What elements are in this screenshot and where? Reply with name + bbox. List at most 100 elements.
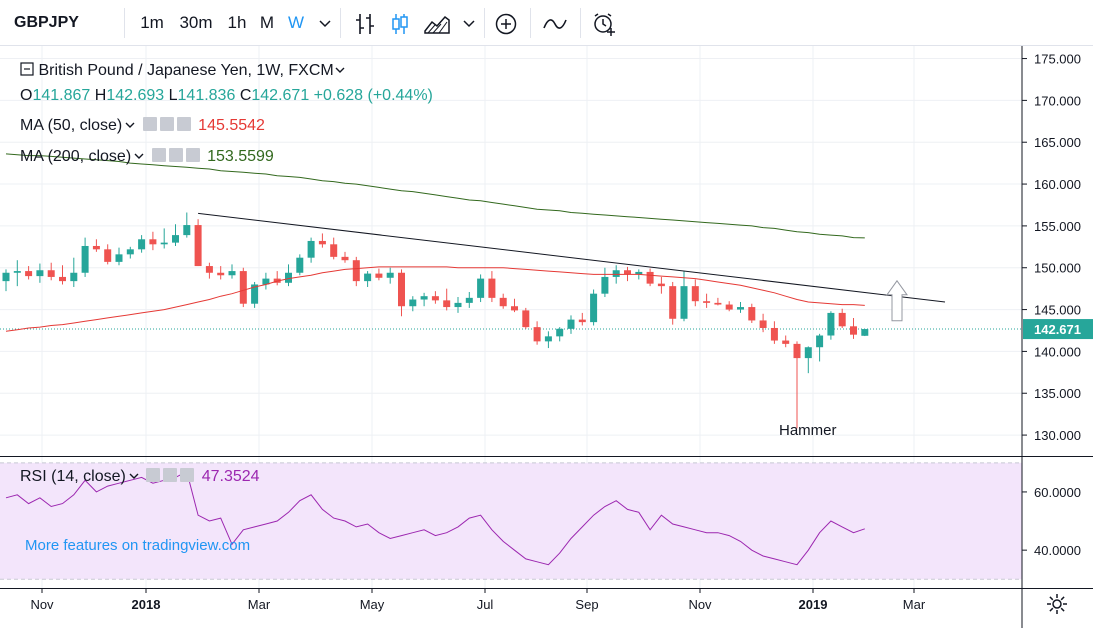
settings-icon[interactable] bbox=[163, 468, 178, 482]
time-axis[interactable]: Nov 2018 Mar May Jul Sep Nov 2019 Mar bbox=[30, 588, 926, 612]
price-tick-label: 170.000 bbox=[1034, 93, 1081, 108]
price-tick-label: 160.000 bbox=[1034, 177, 1081, 192]
candle-body bbox=[115, 254, 123, 262]
price-tick-label: 175.000 bbox=[1034, 52, 1081, 67]
candle-body bbox=[92, 245, 100, 250]
chevron-down-icon[interactable] bbox=[122, 120, 138, 130]
add-indicator-button[interactable] bbox=[490, 0, 522, 46]
candle-body bbox=[669, 286, 677, 319]
candle-body bbox=[251, 284, 259, 304]
rsi-legend[interactable]: RSI (14, close) 47.3524 bbox=[20, 468, 260, 486]
symbol-legend[interactable]: British Pound / Japanese Yen, 1W, FXCM bbox=[20, 62, 346, 80]
close-icon[interactable] bbox=[180, 468, 195, 482]
ma200-legend[interactable]: MA (200, close) 153.5599 bbox=[20, 148, 274, 166]
alert-button[interactable] bbox=[588, 0, 620, 46]
candle-body bbox=[330, 244, 338, 257]
ma50-legend[interactable]: MA (50, close) 145.5542 bbox=[20, 117, 265, 135]
close-icon[interactable] bbox=[185, 148, 200, 162]
candle-body bbox=[714, 302, 722, 305]
candle-body bbox=[477, 278, 485, 298]
interval-30m[interactable]: 30m bbox=[179, 13, 213, 32]
add-indicator-icon bbox=[495, 13, 517, 34]
candle-body bbox=[804, 347, 812, 359]
time-tick-label: May bbox=[360, 597, 385, 612]
chevron-down-icon[interactable] bbox=[126, 471, 142, 481]
candle-body bbox=[104, 249, 112, 262]
candle-body bbox=[285, 272, 292, 283]
interval-chevron[interactable] bbox=[313, 0, 337, 46]
interval-month[interactable]: M bbox=[259, 13, 275, 32]
rsi-tick-label: 60.0000 bbox=[1034, 485, 1081, 500]
interval-week[interactable]: W bbox=[287, 13, 305, 32]
chevron-down-icon[interactable] bbox=[131, 151, 147, 161]
rsi-axis[interactable]: 60.0000 40.0000 bbox=[1022, 485, 1081, 558]
bar-style-button[interactable] bbox=[350, 0, 380, 46]
rsi-tick-label: 40.0000 bbox=[1034, 543, 1081, 558]
settings-icon[interactable] bbox=[159, 117, 174, 131]
low-label: L bbox=[168, 87, 178, 104]
candle-body bbox=[205, 266, 213, 273]
candle-body bbox=[465, 297, 473, 303]
trend-line bbox=[198, 212, 946, 303]
candle-body bbox=[511, 306, 518, 311]
visibility-icon[interactable] bbox=[142, 117, 157, 131]
candle-body bbox=[861, 329, 869, 336]
settings-icon[interactable] bbox=[168, 148, 183, 162]
candle-body bbox=[228, 271, 236, 276]
candle-body bbox=[59, 276, 66, 282]
symbol-search[interactable]: GBPJPY bbox=[14, 14, 79, 31]
candle-body bbox=[420, 296, 428, 300]
candles-icon bbox=[392, 13, 408, 34]
chart-type-chevron[interactable] bbox=[458, 0, 480, 46]
candle-body bbox=[770, 327, 778, 341]
toolbar-separator bbox=[124, 8, 125, 38]
candle-body bbox=[296, 257, 304, 273]
compare-button[interactable] bbox=[538, 0, 572, 46]
candle-body bbox=[443, 300, 451, 308]
time-tick-label: Mar bbox=[903, 597, 926, 612]
price-tick-label: 130.000 bbox=[1034, 428, 1081, 443]
ma200-value: 153.5599 bbox=[207, 148, 274, 165]
chevron-down-icon bbox=[319, 19, 331, 27]
last-price-tag bbox=[1023, 319, 1093, 340]
settings-button[interactable] bbox=[1045, 592, 1069, 616]
candle-body bbox=[398, 272, 405, 307]
collapse-icon[interactable] bbox=[20, 62, 34, 76]
gear-icon bbox=[1047, 594, 1067, 614]
candle-body bbox=[352, 260, 360, 282]
interval-1m[interactable]: 1m bbox=[140, 13, 164, 32]
visibility-icon[interactable] bbox=[151, 148, 166, 162]
toolbar-separator bbox=[580, 8, 581, 38]
interval-1h[interactable]: 1h bbox=[227, 13, 247, 32]
candle-body bbox=[646, 271, 654, 284]
candle-body bbox=[70, 272, 78, 282]
candle-body bbox=[172, 235, 179, 243]
ma50-label: MA (50, close) bbox=[20, 117, 123, 134]
candle-body bbox=[409, 299, 417, 307]
candle-body bbox=[454, 302, 462, 308]
candle-body bbox=[533, 327, 541, 342]
candle-body bbox=[239, 271, 247, 304]
price-axis[interactable]: 175.000 170.000 165.000 160.000 155.000 150.0… bbox=[1022, 52, 1093, 444]
candles-button[interactable] bbox=[385, 0, 415, 46]
time-tick-label: Nov bbox=[30, 597, 54, 612]
ma50-value: 145.5542 bbox=[198, 117, 265, 134]
candle-body bbox=[748, 307, 756, 321]
tradingview-watermark[interactable]: More features on tradingview.com bbox=[25, 537, 251, 554]
time-tick-label: Sep bbox=[575, 597, 598, 612]
candle-body bbox=[725, 304, 733, 310]
rsi-label: RSI (14, close) bbox=[20, 468, 126, 485]
high-value: 142.693 bbox=[106, 87, 165, 104]
price-tick-label: 145.000 bbox=[1034, 303, 1081, 318]
ma200-line bbox=[5, 153, 865, 239]
candle-body bbox=[138, 239, 146, 250]
symbol-title: British Pound / Japanese Yen, 1W, FXCM bbox=[38, 62, 334, 79]
candle-body bbox=[612, 270, 620, 277]
candles bbox=[2, 212, 869, 429]
price-tick-label: 140.000 bbox=[1034, 344, 1081, 359]
close-icon[interactable] bbox=[176, 117, 191, 131]
candle-body bbox=[386, 272, 394, 278]
visibility-icon[interactable] bbox=[146, 468, 161, 482]
price-tick-label: 150.000 bbox=[1034, 261, 1081, 276]
area-chart-button[interactable] bbox=[420, 0, 454, 46]
